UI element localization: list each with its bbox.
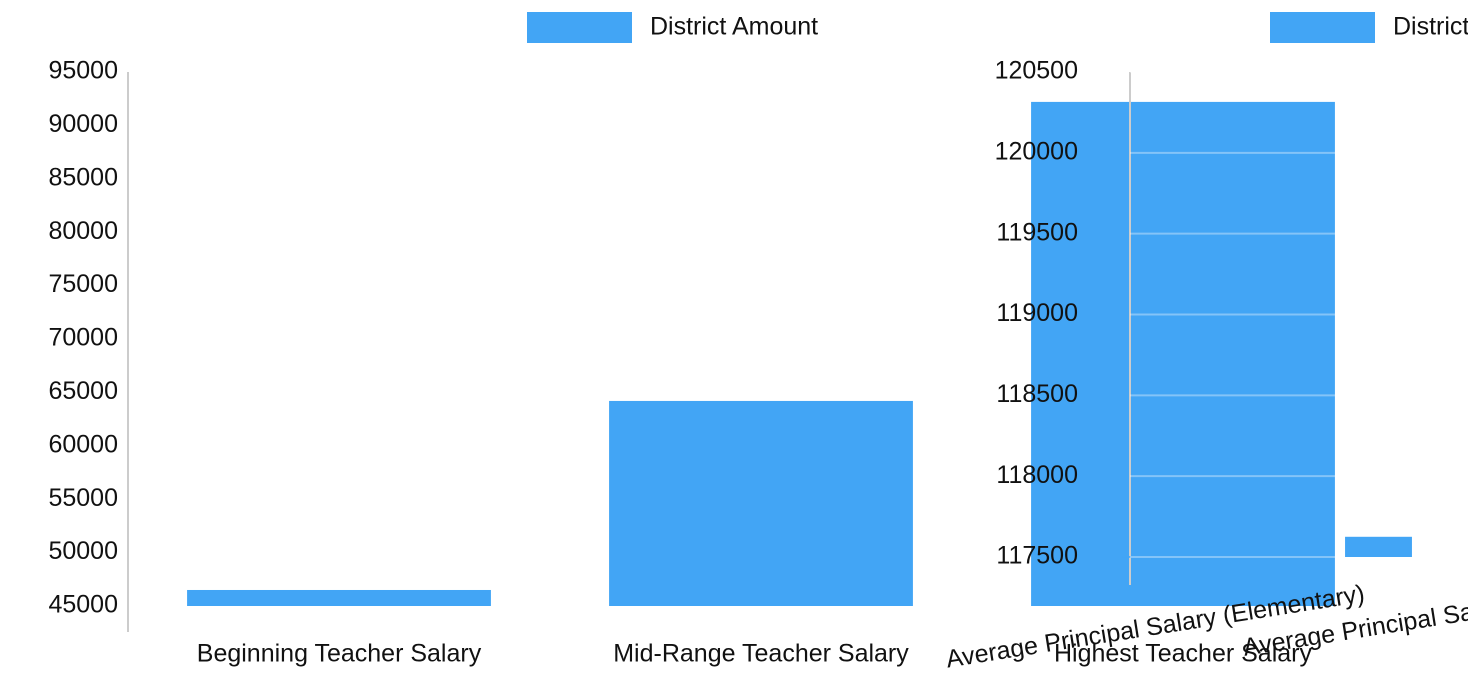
bar bbox=[1031, 101, 1335, 607]
x-tick-label: Highest Teacher Salary bbox=[1054, 640, 1313, 668]
y-tick-label: 118000 bbox=[996, 461, 1078, 489]
y-tick-label: 118500 bbox=[996, 380, 1078, 408]
legend-swatch bbox=[1270, 12, 1375, 43]
y-tick-label: 85000 bbox=[48, 163, 118, 191]
legend-label: District Amount bbox=[1393, 13, 1468, 41]
y-tick-label: 60000 bbox=[48, 430, 118, 458]
y-tick-label: 50000 bbox=[48, 537, 118, 565]
y-tick-label: 70000 bbox=[48, 324, 118, 352]
y-tick-label: 55000 bbox=[48, 484, 118, 512]
legend-swatch bbox=[527, 12, 632, 43]
y-tick-label: 80000 bbox=[48, 217, 118, 245]
y-tick-label: 90000 bbox=[48, 110, 118, 138]
bar bbox=[187, 589, 491, 606]
bar bbox=[1122, 556, 1189, 558]
y-tick-label: 119500 bbox=[996, 218, 1078, 246]
y-tick-label: 120000 bbox=[995, 137, 1078, 165]
y-tick-label: 120500 bbox=[995, 57, 1078, 85]
bar bbox=[609, 400, 913, 606]
x-tick-label: Beginning Teacher Salary bbox=[197, 640, 482, 668]
y-tick-label: 117500 bbox=[996, 542, 1078, 570]
legend-label: District Amount bbox=[650, 13, 818, 41]
y-tick-label: 119000 bbox=[996, 299, 1078, 327]
bar bbox=[1345, 536, 1412, 557]
y-tick-label: 95000 bbox=[48, 57, 118, 85]
y-tick-label: 75000 bbox=[48, 270, 118, 298]
x-tick-label: Mid-Range Teacher Salary bbox=[613, 640, 909, 668]
y-tick-label: 45000 bbox=[48, 591, 118, 619]
y-tick-label: 65000 bbox=[48, 377, 118, 405]
